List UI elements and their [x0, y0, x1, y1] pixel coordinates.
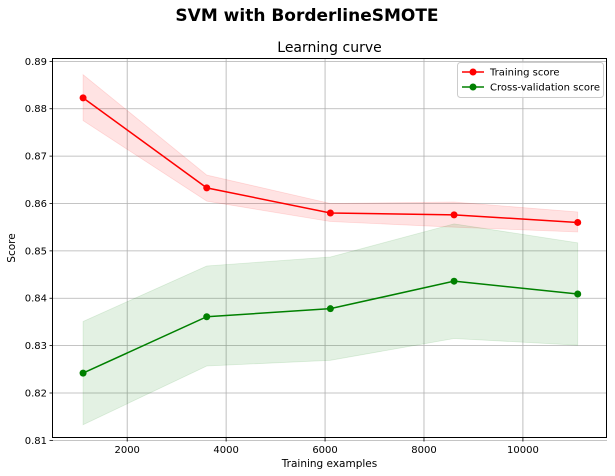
x-tick-label: 10000 [507, 445, 539, 456]
x-axis-ticks: 2000 4000 6000 8000 10000 [114, 438, 539, 456]
x-tick-label: 2000 [114, 445, 139, 456]
confidence-bands [82, 73, 579, 426]
y-axis-label: Score [6, 233, 18, 262]
y-tick-label: 0.85 [25, 246, 47, 257]
legend-marker-cross-validation [469, 83, 477, 91]
plot-frame [52, 58, 607, 438]
cross-validation-score-point [326, 305, 334, 313]
training-score-band [82, 73, 579, 233]
y-tick-label: 0.86 [25, 199, 47, 210]
training-score-point [79, 94, 87, 102]
x-axis-label: Training examples [281, 458, 377, 470]
cross-validation-score-point [574, 290, 582, 298]
training-score-point [450, 211, 458, 219]
cross-validation-score-point [79, 369, 87, 377]
legend-marker-training [469, 68, 477, 76]
cross-validation-score-point [203, 313, 211, 321]
cross-validation-score-band [82, 223, 579, 426]
y-tick-label: 0.82 [25, 388, 47, 399]
training-score-point [326, 209, 334, 217]
training-score-point [574, 218, 582, 226]
y-tick-label: 0.87 [25, 152, 47, 163]
training-score-point [203, 184, 211, 192]
x-tick-label: 6000 [312, 445, 337, 456]
legend-label-cross-validation: Cross-validation score [490, 83, 600, 94]
figure-suptitle: SVM with BorderlineSMOTE [175, 6, 438, 26]
x-tick-label: 4000 [213, 445, 238, 456]
legend-box [457, 62, 604, 98]
series-points [79, 94, 582, 377]
y-tick-label: 0.89 [25, 57, 47, 68]
y-tick-label: 0.84 [25, 294, 47, 305]
grid-lines [53, 59, 607, 441]
y-axis-ticks: 0.81 0.82 0.83 0.84 0.85 0.86 0.87 0.88 0.89 [25, 57, 53, 447]
y-tick-label: 0.83 [25, 341, 47, 352]
chart-title: Learning curve [277, 40, 381, 56]
legend: Training score Cross-validation score [457, 62, 604, 98]
legend-label-training: Training score [489, 68, 560, 79]
y-tick-label: 0.88 [25, 104, 47, 115]
cross-validation-score-point [450, 277, 458, 285]
x-tick-label: 8000 [411, 445, 436, 456]
y-tick-label: 0.81 [25, 436, 47, 447]
